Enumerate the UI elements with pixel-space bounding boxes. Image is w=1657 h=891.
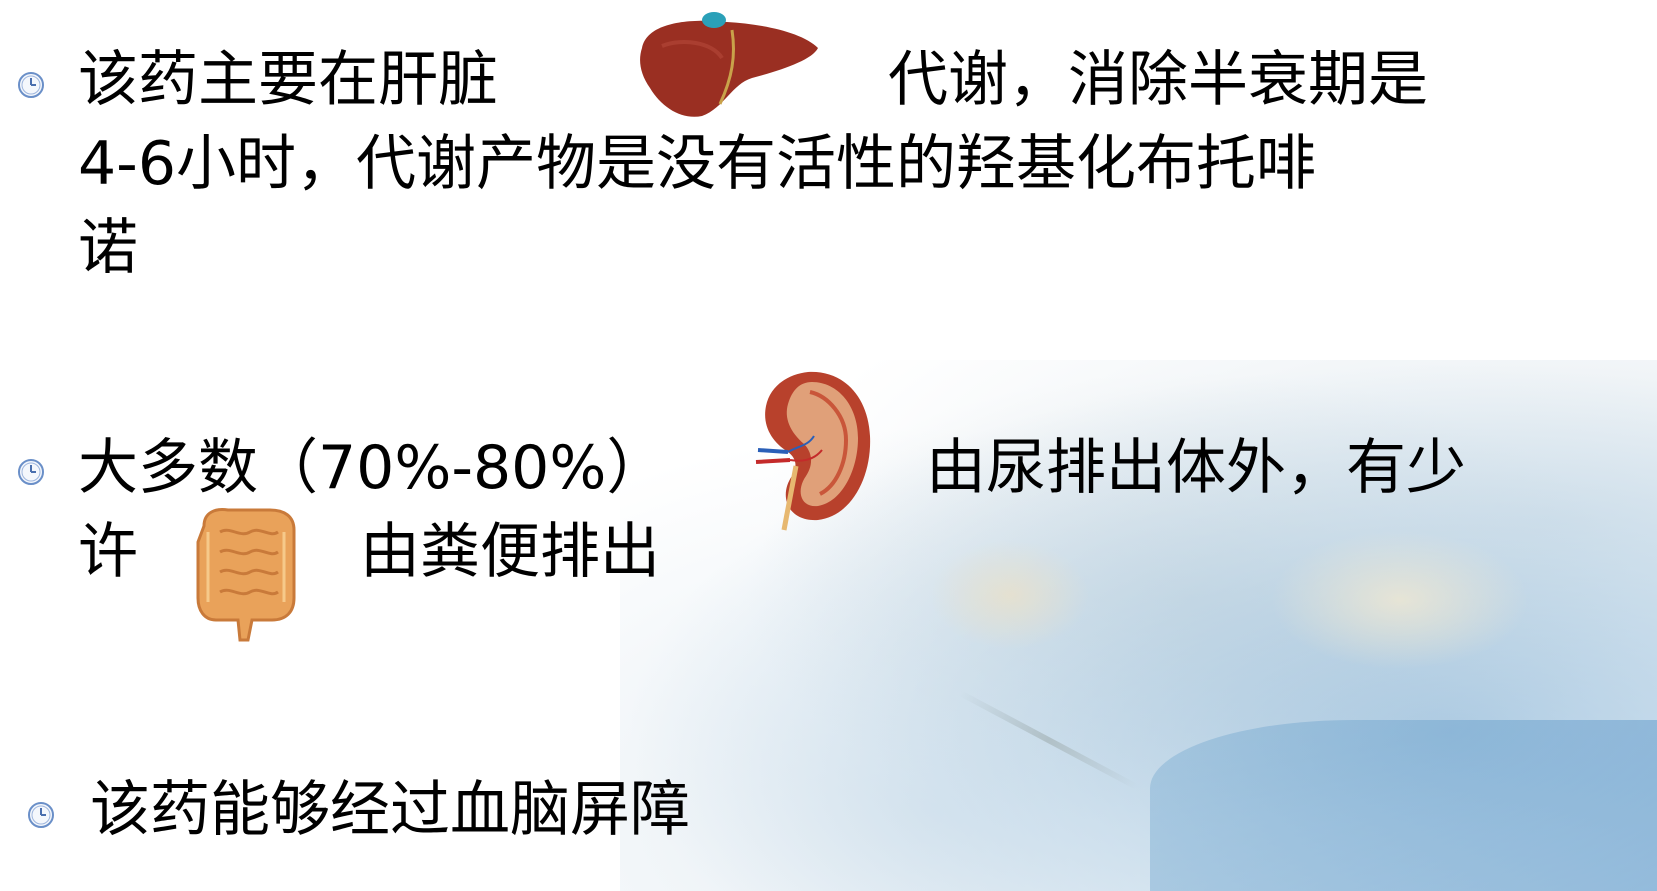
clock-icon	[18, 459, 44, 485]
bullet-2-line-1-right: 由尿排出体外，有少	[926, 433, 1466, 503]
surgical-tool	[958, 690, 1138, 790]
bullet-3-line-1: 该药能够经过血脑屏障	[90, 775, 690, 845]
bullet-2-line-2-left: 许	[78, 517, 138, 587]
surgeon-glove-right	[1270, 530, 1530, 670]
intestine-icon	[196, 508, 296, 642]
bullet-1-line-2: 4-6小时，代谢产物是没有活性的羟基化布托啡	[78, 129, 1316, 199]
clock-icon	[28, 802, 54, 828]
liver-icon	[640, 12, 818, 117]
bullet-1-line-3: 诺	[78, 213, 138, 283]
bullet-1-line-1-left: 该药主要在肝脏	[78, 45, 498, 115]
surgical-drape	[1150, 720, 1657, 891]
bullet-2-line-1-left: 大多数（70%-80%）	[78, 433, 667, 503]
bullet-2-line-2-right: 由粪便排出	[360, 517, 660, 587]
clock-icon	[18, 72, 44, 98]
surgeon-glove-left	[930, 540, 1090, 650]
kidney-icon	[755, 371, 871, 531]
bullet-1-line-1-right: 代谢，消除半衰期是	[888, 45, 1428, 115]
